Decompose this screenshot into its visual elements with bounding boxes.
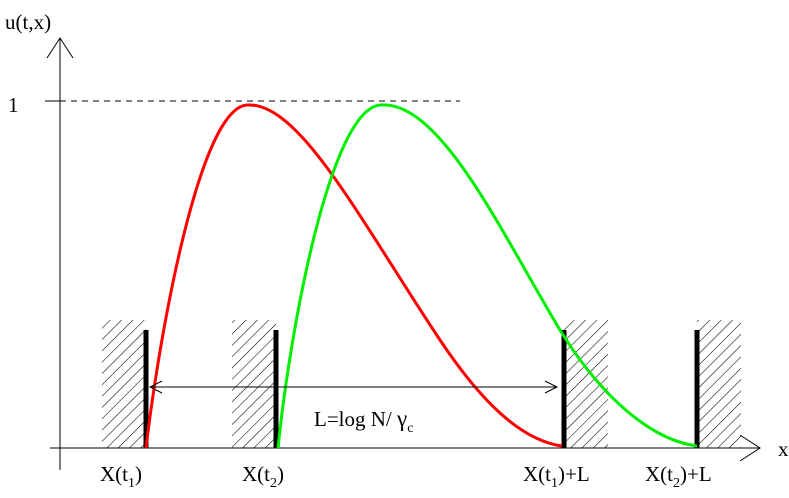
width-annotation-main: L=log N/ bbox=[314, 407, 397, 431]
wall-label-3: X(t1)+L bbox=[523, 462, 590, 491]
y-axis-label: u(t,x) bbox=[5, 10, 51, 34]
front-curve-t2 bbox=[276, 103, 698, 449]
y-tick-one: 1 bbox=[8, 93, 19, 117]
wall-right-2 bbox=[694, 320, 741, 448]
x-axis bbox=[50, 434, 761, 462]
wall-left-2 bbox=[232, 320, 279, 448]
width-annotation-greek: γ bbox=[396, 406, 407, 431]
wall-label-1: X(t1) bbox=[100, 462, 142, 491]
width-annotation: L=log N/ γc bbox=[314, 406, 413, 436]
width-arrow bbox=[148, 380, 559, 394]
wall-label-2: X(t2) bbox=[242, 462, 284, 491]
front-curve-t1 bbox=[144, 103, 563, 449]
y-axis bbox=[46, 37, 74, 470]
x-axis-label: x bbox=[778, 437, 789, 461]
wall-label-4: X(t2)+L bbox=[645, 462, 712, 491]
wall-left-1 bbox=[102, 320, 149, 448]
width-annotation-sub: c bbox=[407, 421, 413, 436]
